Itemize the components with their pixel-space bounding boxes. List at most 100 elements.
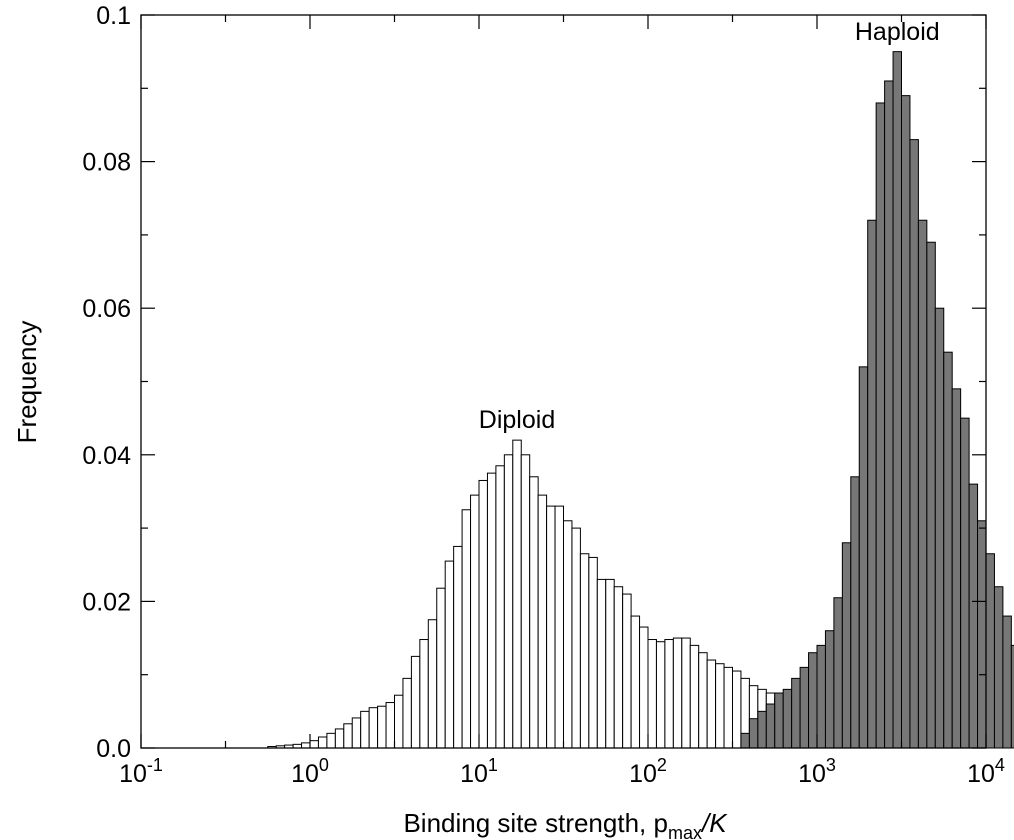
- diploid-bar: [681, 637, 691, 749]
- y-tick-label: 0.08: [82, 149, 131, 177]
- haploid-bar: [1002, 615, 1012, 749]
- diploid-bar: [503, 454, 514, 749]
- diploid-bar: [554, 505, 564, 749]
- diploid-bar: [605, 578, 615, 749]
- x-tick-label: 100: [291, 755, 329, 788]
- y-tick-labels: 0.0 0.02 0.04 0.06 0.08 0.1: [82, 2, 131, 763]
- x-tick-labels: 10-1 100 101 102 103 104: [119, 755, 1005, 788]
- diploid-bar: [579, 553, 590, 749]
- y-tick-label: 0.06: [82, 295, 131, 323]
- haploid-bar: [782, 688, 793, 749]
- haploid-bar: [757, 710, 767, 749]
- diploid-bar: [630, 615, 641, 749]
- diploid-bar: [410, 655, 421, 749]
- diploid-bar: [596, 578, 607, 749]
- haploid-bar: [816, 644, 826, 749]
- diploid-bar: [571, 527, 581, 749]
- haploid-bar: [993, 586, 1004, 749]
- diploid-bar: [495, 465, 505, 749]
- diploid-bar: [326, 732, 336, 749]
- haploid-bar: [740, 732, 750, 749]
- diploid-bar: [470, 494, 480, 749]
- haploid-bar: [765, 703, 776, 749]
- x-tick-label: 10-1: [119, 755, 163, 788]
- y-tick-label: 0.02: [82, 588, 131, 616]
- haploid-bar: [841, 542, 852, 749]
- haploid-bar: [943, 351, 953, 749]
- diploid-bar: [588, 556, 598, 749]
- diploid-label: Diploid: [479, 406, 555, 434]
- haploid-bar: [791, 677, 801, 749]
- diploid-bar: [732, 670, 742, 749]
- diploid-bar: [520, 454, 531, 749]
- diploid-bar: [613, 586, 624, 749]
- haploid-bar: [748, 718, 759, 749]
- haploid-bar: [926, 241, 936, 749]
- haploid-label: Haploid: [855, 18, 940, 46]
- diploid-bar: [664, 639, 674, 749]
- diploid-bar: [486, 472, 497, 749]
- diploid-bar: [689, 644, 700, 749]
- diploid-bars: [267, 439, 894, 749]
- haploid-bar: [833, 597, 843, 749]
- haploid-bar: [977, 520, 987, 749]
- diploid-bar: [436, 587, 446, 749]
- diploid-bar: [672, 637, 683, 749]
- haploid-bar: [892, 51, 902, 749]
- haploid-bar: [850, 476, 860, 749]
- diploid-bar: [317, 736, 328, 749]
- haploid-bar: [867, 219, 877, 749]
- diploid-bar: [723, 666, 733, 749]
- diploid-bar: [453, 545, 463, 749]
- diploid-bar: [529, 476, 539, 749]
- haploid-bar: [909, 139, 919, 749]
- y-axis-label: Frequency: [12, 321, 42, 444]
- diploid-bar: [478, 479, 488, 749]
- diploid-bar: [334, 728, 345, 749]
- annotations: Diploid Haploid: [479, 18, 940, 434]
- diploid-bar: [512, 439, 522, 749]
- diploid-bar: [427, 619, 438, 749]
- haploid-bar: [1010, 644, 1014, 749]
- diploid-bar: [309, 740, 319, 749]
- diploid-bar: [368, 707, 379, 749]
- y-tick-label: 0.1: [96, 2, 131, 30]
- diploid-bar: [444, 560, 455, 749]
- diploid-bar: [622, 593, 632, 749]
- diploid-bar: [461, 509, 472, 749]
- diploid-bar: [715, 663, 725, 749]
- haploid-bar: [951, 388, 962, 749]
- haploid-bar: [960, 417, 970, 749]
- haploid-bar: [901, 95, 911, 749]
- x-axis-label: Binding site strength, pmax/K: [403, 808, 728, 840]
- diploid-bar: [360, 710, 370, 749]
- diploid-bar: [647, 639, 657, 749]
- diploid-bar: [351, 717, 362, 749]
- haploid-bar: [884, 80, 894, 749]
- y-tick-label: 0.04: [82, 442, 131, 470]
- diploid-bar: [394, 694, 404, 749]
- diploid-bar: [563, 520, 573, 749]
- x-tick-label: 102: [629, 755, 667, 788]
- haploid-bar: [985, 553, 995, 749]
- x-tick-label: 101: [460, 755, 498, 788]
- diploid-bar: [639, 626, 649, 749]
- y-tick-label: 0.0: [96, 735, 131, 763]
- diploid-bar: [301, 742, 311, 749]
- axis-ticks: [140, 14, 987, 749]
- diploid-bar: [655, 641, 666, 749]
- haploid-bar: [917, 219, 928, 749]
- haploid-bars: [740, 51, 1014, 749]
- x-tick-label: 104: [967, 755, 1005, 788]
- diploid-bar: [537, 494, 548, 749]
- x-tick-label: 103: [798, 755, 836, 788]
- diploid-bar: [698, 652, 708, 749]
- haploid-bar: [808, 652, 818, 749]
- haploid-bar: [858, 366, 869, 749]
- diploid-bar: [546, 505, 556, 749]
- haploid-bar: [968, 483, 979, 749]
- diploid-bar: [377, 705, 387, 749]
- haploid-bar: [934, 307, 945, 749]
- diploid-bar: [385, 702, 395, 749]
